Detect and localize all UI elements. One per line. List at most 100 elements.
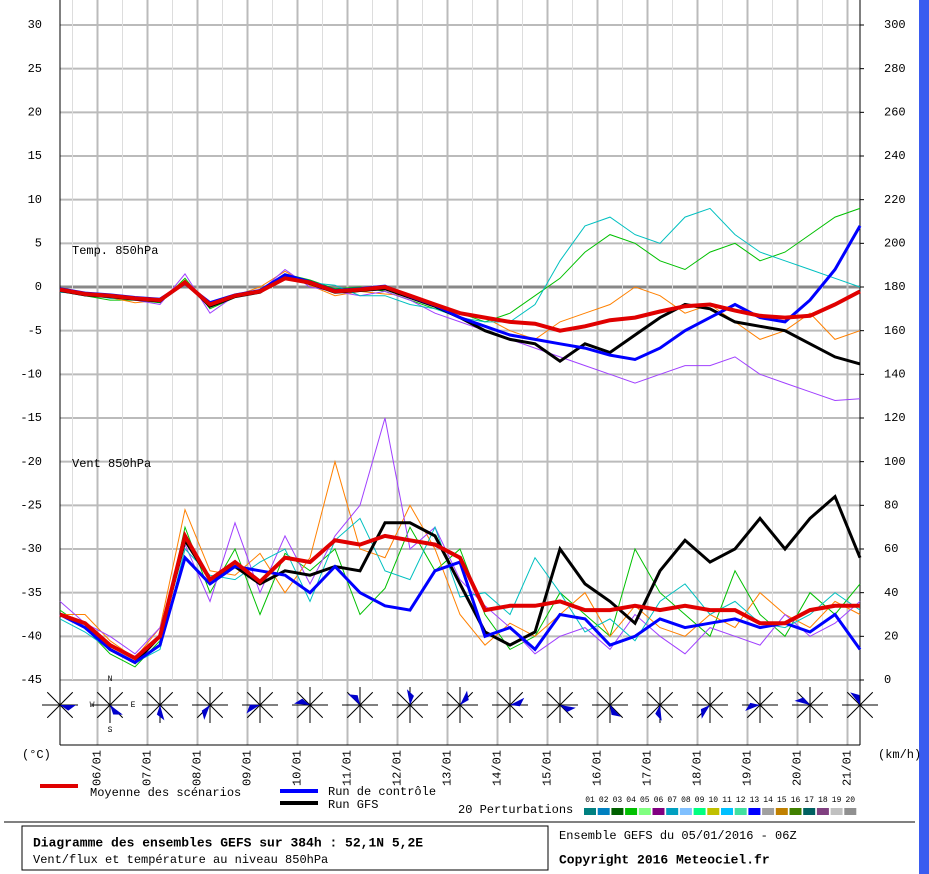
rose-spoke [646, 704, 661, 719]
copyright: Copyright 2016 Meteociel.fr [559, 852, 770, 867]
chart-subtitle: Vent/flux et température au niveau 850hP… [33, 853, 328, 867]
x-tick-label: 21/01 [841, 750, 855, 786]
x-tick-label: 19/01 [741, 750, 755, 786]
perturbation-number: 20 [845, 796, 855, 805]
y-tick-label: 25 [28, 62, 42, 76]
rose-spoke [559, 704, 574, 719]
rose-spoke [109, 691, 124, 706]
perturbation-swatch [652, 808, 665, 815]
y-tick-label: -40 [20, 630, 42, 644]
compass-label: S [108, 726, 113, 735]
y2-tick-label: 240 [884, 149, 906, 163]
y-tick-label: -15 [20, 411, 42, 425]
perturbation-number: 06 [654, 796, 664, 805]
rose-spoke [546, 704, 561, 719]
rose-spoke [146, 691, 161, 706]
perturbation-number: 01 [585, 796, 595, 805]
wind-line [59, 530, 860, 661]
perturbation-swatch [775, 808, 788, 815]
y-tick-label: -30 [20, 542, 42, 556]
perturbation-number: 19 [832, 796, 842, 805]
rose-spoke [809, 691, 824, 706]
temperature-line [59, 276, 861, 333]
rose-spoke [259, 691, 274, 706]
perturbation-number: 03 [613, 796, 623, 805]
wind-line [59, 517, 861, 664]
rose-spoke [859, 704, 874, 719]
rose-petal [294, 698, 310, 705]
y-tick-label: -20 [20, 455, 42, 469]
rose-spoke [759, 704, 774, 719]
rose-spoke [209, 691, 224, 706]
x-tick-label: 17/01 [641, 750, 655, 786]
perturbation-number: 02 [599, 796, 609, 805]
rose-spoke [796, 704, 811, 719]
y2-tick-label: 80 [884, 499, 898, 513]
rose-spoke [309, 704, 324, 719]
rose-spoke [596, 704, 611, 719]
perturbation-number: 15 [777, 796, 787, 805]
temp-label: Temp. 850hPa [72, 244, 158, 258]
legend-label: Moyenne des scénarios [90, 786, 241, 800]
rose-spoke [459, 704, 474, 719]
rose-spoke [709, 704, 724, 719]
rose-spoke [396, 704, 411, 719]
legend-label: Run de contrôle [328, 785, 436, 799]
x-tick-label: 09/01 [241, 750, 255, 786]
compass-label: E [131, 701, 136, 710]
rose-spoke [859, 691, 874, 706]
rose-spoke [59, 704, 74, 719]
y2-tick-label: 220 [884, 193, 906, 207]
rose-spoke [309, 691, 324, 706]
rose-petal [201, 705, 210, 720]
rose-petal [348, 694, 360, 705]
rose-petal [794, 697, 810, 705]
perturbation-number: 05 [640, 796, 650, 805]
y-tick-label: -10 [20, 368, 42, 382]
y-unit: (°C) [22, 748, 51, 762]
perturbation-number: 11 [722, 796, 732, 805]
wind-line [59, 417, 861, 655]
rose-spoke [146, 704, 161, 719]
y2-tick-label: 280 [884, 62, 906, 76]
compass-label: N [108, 675, 113, 684]
perturbation-swatch [707, 808, 720, 815]
rose-spoke [396, 691, 411, 706]
rose-spoke [696, 691, 711, 706]
y-tick-label: 15 [28, 149, 42, 163]
rose-petal [246, 704, 260, 714]
perturbation-number: 07 [667, 796, 677, 805]
rose-spoke [246, 704, 261, 719]
x-tick-label: 14/01 [491, 750, 505, 786]
rose-spoke [509, 691, 524, 706]
rose-spoke [259, 704, 274, 719]
rose-spoke [709, 691, 724, 706]
wind-label: Vent 850hPa [72, 457, 151, 471]
rose-spoke [609, 691, 624, 706]
rose-petal [156, 705, 165, 721]
rose-spoke [546, 691, 561, 706]
y2-tick-label: 120 [884, 411, 906, 425]
y2-tick-label: 100 [884, 455, 906, 469]
y2-tick-label: 160 [884, 324, 906, 338]
compass-label: W [90, 701, 95, 710]
perturbation-swatch [666, 808, 679, 815]
perturbation-swatch [584, 808, 596, 815]
x-tick-label: 07/01 [141, 750, 155, 786]
y2-tick-label: 40 [884, 586, 898, 600]
y2-tick-label: 60 [884, 542, 898, 556]
y2-tick-label: 0 [884, 673, 891, 687]
perturbation-swatch [803, 808, 816, 815]
rose-spoke [446, 691, 461, 706]
perturbations-label: 20 Perturbations [458, 803, 573, 817]
temperature-line [59, 268, 861, 402]
perturbation-swatch [597, 808, 610, 815]
x-tick-label: 11/01 [341, 750, 355, 786]
x-tick-label: 13/01 [441, 750, 455, 786]
perturbation-swatch [844, 808, 857, 815]
y-tick-label: -5 [28, 324, 42, 338]
rose-spoke [159, 704, 174, 719]
